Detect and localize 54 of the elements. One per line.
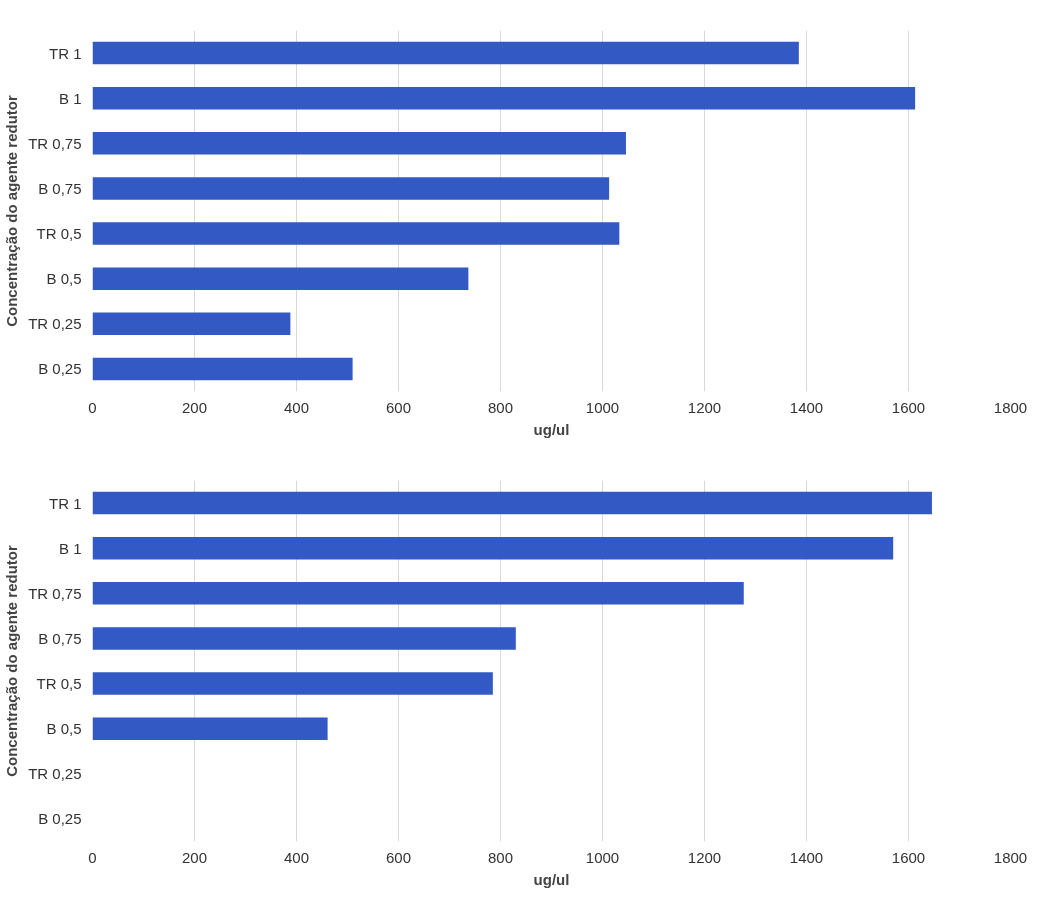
y-tick-label: TR 1 bbox=[49, 494, 82, 512]
x-tick-label: 600 bbox=[385, 398, 412, 416]
x-tick-label: 0 bbox=[88, 398, 97, 416]
bar bbox=[92, 177, 610, 200]
x-tick-label: 800 bbox=[487, 848, 514, 866]
y-tick-label: B 0,25 bbox=[38, 360, 82, 378]
y-tick-label: B 0,5 bbox=[46, 270, 82, 288]
y-tick-label: TR 0,75 bbox=[28, 584, 82, 602]
x-tick-label: 1600 bbox=[891, 848, 926, 866]
bar bbox=[92, 86, 916, 110]
x-tick-label: 1000 bbox=[585, 398, 620, 416]
x-tick-label: 1000 bbox=[585, 848, 620, 866]
x-axis-title: ug/ul bbox=[533, 420, 570, 438]
y-tick-label: B 1 bbox=[58, 89, 82, 107]
y-axis-title: Concentração do agente redutor bbox=[3, 544, 21, 777]
y-tick-label: B 0,75 bbox=[38, 629, 82, 647]
y-axis-title: Concentração do agente redutor bbox=[3, 94, 21, 327]
y-tick-label: TR 0,5 bbox=[36, 675, 82, 693]
x-tick-label: 1400 bbox=[789, 398, 824, 416]
x-tick-label: 200 bbox=[181, 398, 208, 416]
y-tick-label: TR 0,5 bbox=[36, 225, 82, 243]
y-tick-label: B 1 bbox=[58, 539, 82, 557]
x-tick-label: 0 bbox=[88, 848, 97, 866]
x-tick-label: 1200 bbox=[687, 848, 722, 866]
bar bbox=[92, 357, 353, 381]
y-tick-label: TR 0,75 bbox=[28, 134, 82, 152]
x-tick-label: 200 bbox=[181, 848, 208, 866]
x-tick-label: 1200 bbox=[687, 398, 722, 416]
x-tick-label: 1800 bbox=[993, 398, 1028, 416]
x-tick-label: 400 bbox=[283, 398, 310, 416]
y-tick-label: TR 1 bbox=[49, 44, 82, 62]
x-tick-label: 600 bbox=[385, 848, 412, 866]
bar bbox=[92, 132, 626, 155]
bar bbox=[92, 627, 516, 650]
x-tick-label: 1800 bbox=[993, 848, 1028, 866]
bar bbox=[92, 222, 620, 245]
x-tick-label: 1600 bbox=[891, 398, 926, 416]
y-tick-label: B 0,25 bbox=[38, 810, 82, 828]
x-axis-title: ug/ul bbox=[533, 870, 570, 888]
bar bbox=[92, 672, 493, 695]
bar bbox=[92, 267, 469, 290]
bar bbox=[92, 717, 328, 740]
bar bbox=[92, 536, 894, 560]
bar bbox=[92, 491, 932, 515]
bar bbox=[92, 41, 799, 65]
x-tick-label: 1400 bbox=[789, 848, 824, 866]
y-tick-label: TR 0,25 bbox=[28, 315, 82, 333]
y-tick-label: B 0,75 bbox=[38, 179, 82, 197]
y-tick-label: B 0,5 bbox=[46, 720, 82, 738]
y-tick-label: TR 0,25 bbox=[28, 765, 82, 783]
x-tick-label: 800 bbox=[487, 398, 514, 416]
bar bbox=[92, 312, 291, 336]
bar bbox=[92, 582, 744, 605]
x-tick-label: 400 bbox=[283, 848, 310, 866]
